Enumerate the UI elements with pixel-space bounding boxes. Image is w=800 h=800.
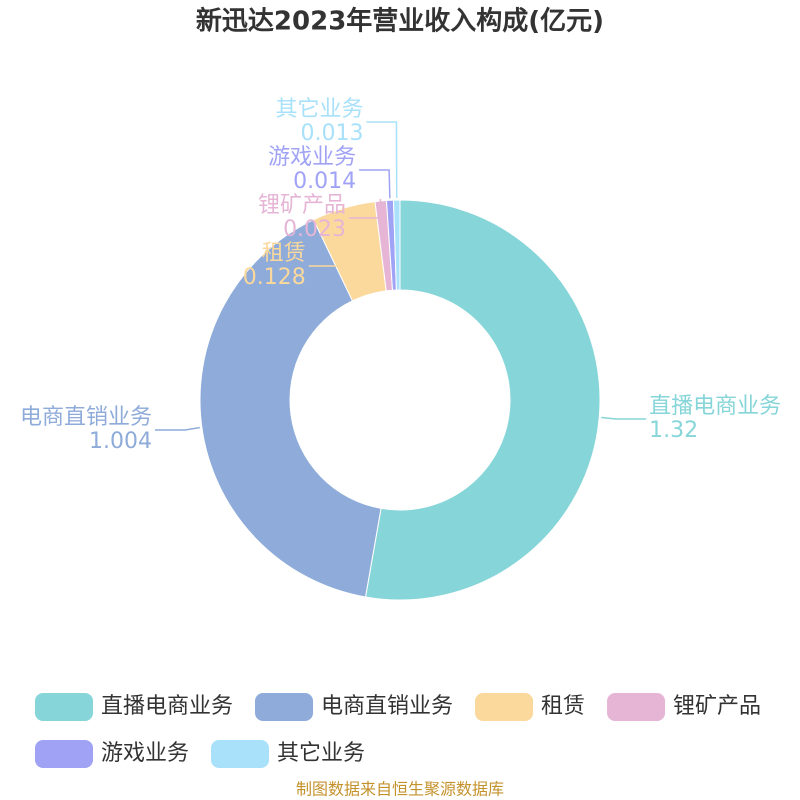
leader-line xyxy=(359,169,391,199)
leader-line xyxy=(308,206,344,267)
slice-label: 直播电商业务 xyxy=(649,394,781,419)
donut-slice xyxy=(392,199,401,291)
slice-value: 0.023 xyxy=(283,217,346,242)
legend-label: 锂矿产品 xyxy=(673,694,761,719)
slice-label: 游戏业务 xyxy=(268,145,356,170)
slice-label: 其它业务 xyxy=(275,97,363,122)
donut-slice xyxy=(199,218,382,598)
source-note: 制图数据来自恒生聚源数据库 xyxy=(296,780,504,799)
leader-line xyxy=(155,426,201,431)
legend-label: 租赁 xyxy=(541,694,585,719)
legend-swatch xyxy=(607,693,666,721)
legend-label: 直播电商业务 xyxy=(101,694,233,719)
slice-label: 锂矿产品 xyxy=(258,193,346,218)
legend-swatch xyxy=(255,693,314,721)
leader-line xyxy=(366,121,398,199)
slice-value: 1.32 xyxy=(649,418,698,443)
slice-value: 0.013 xyxy=(300,121,363,146)
chart-title: 新迅达2023年营业收入构成(亿元) xyxy=(196,6,604,37)
legend-swatch xyxy=(35,693,93,721)
leader-line xyxy=(349,198,382,219)
slice-value: 0.128 xyxy=(243,265,306,290)
legend-swatch xyxy=(211,740,270,768)
leader-line xyxy=(601,416,647,420)
donut-slice xyxy=(364,199,601,601)
slice-value: 0.014 xyxy=(293,169,356,194)
legend-label: 电商直销业务 xyxy=(321,694,453,719)
slice-value: 1.004 xyxy=(89,429,152,454)
legend-swatch xyxy=(475,693,534,721)
slice-label: 租赁 xyxy=(262,241,306,266)
legend-label: 其它业务 xyxy=(277,741,365,766)
legend-label: 游戏业务 xyxy=(101,741,189,766)
slice-label: 电商直销业务 xyxy=(20,405,152,430)
legend-swatch xyxy=(35,740,93,768)
